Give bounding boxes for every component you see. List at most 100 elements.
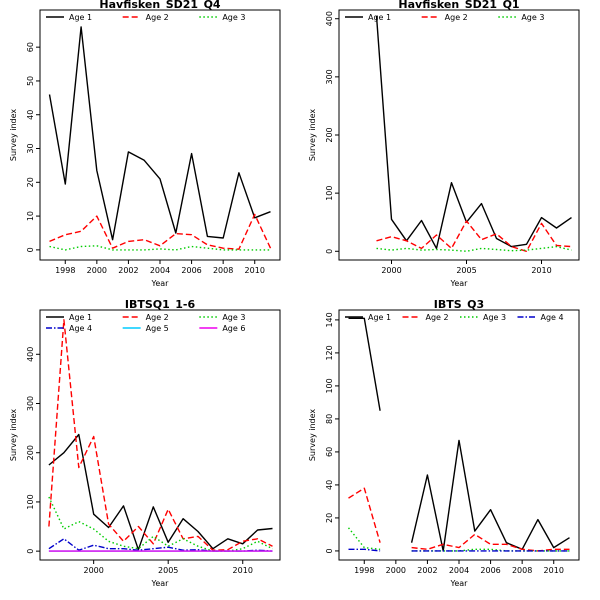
series-line-age-2 <box>376 220 572 253</box>
y-axis-label: Survey index <box>9 409 18 462</box>
y-tick-label: 100 <box>325 378 334 393</box>
y-tick-label: 0 <box>26 247 35 252</box>
legend-entry: Age 2 <box>122 313 169 322</box>
y-tick-label: 10 <box>26 211 35 221</box>
x-tick-label: 2010 <box>245 266 265 275</box>
legend-label: Age 5 <box>146 324 169 333</box>
y-tick-label: 200 <box>325 127 334 142</box>
x-tick-label: 2002 <box>118 266 138 275</box>
y-tick-label: 50 <box>26 76 35 86</box>
series-line-age-3 <box>48 496 273 552</box>
plot-frame <box>39 309 281 561</box>
plot-frame <box>338 309 580 561</box>
x-tick-label: 2000 <box>381 266 401 275</box>
legend-label: Age 3 <box>222 13 245 22</box>
legend-entry: Age 3 <box>460 313 506 322</box>
legend-label: Age 2 <box>146 13 169 22</box>
x-tick-label: 2000 <box>83 566 103 575</box>
legend-entry: Age 4 <box>517 313 564 322</box>
y-tick-label: 300 <box>325 69 334 84</box>
y-tick-label: 0 <box>325 249 334 254</box>
chart-title: IBTSQ1_1-6 <box>125 298 196 311</box>
legend-entry: Age 5 <box>122 324 169 333</box>
chart-panel-2: Havfisken_SD21_Q1 2000 2005 2010 0 100 200 300 4… <box>308 0 580 288</box>
y-tick-label: 200 <box>26 445 35 460</box>
x-tick-label: 2010 <box>233 566 253 575</box>
legend-entry: Age 3 <box>199 13 245 22</box>
chart-panel-4: IBTS_Q3 1998 2000 2002 2004 2006 2008 2010 0 20 40… <box>308 298 580 588</box>
y-tick-label: 100 <box>325 185 334 200</box>
series-line-age-1 <box>410 439 570 552</box>
legend-label: Age 1 <box>368 313 391 322</box>
chart-panel-1: Havfisken_SD21_Q4 1998 2000 2002 2004 2006 200… <box>9 0 281 288</box>
x-axis-label: Year <box>450 279 469 288</box>
x-tick-label: 2000 <box>386 566 406 575</box>
y-tick-label: 80 <box>325 414 334 424</box>
y-tick-label: 30 <box>26 143 35 153</box>
x-tick-label: 2004 <box>449 566 469 575</box>
series-line-age-3 <box>376 245 572 253</box>
chart-title: Havfisken_SD21_Q1 <box>398 0 519 11</box>
x-tick-label: 2006 <box>181 266 201 275</box>
y-axis-label: Survey index <box>308 109 317 162</box>
y-tick-label: 40 <box>325 480 334 490</box>
series-line-age-1 <box>348 317 381 411</box>
legend-label: Age 3 <box>222 313 245 322</box>
legend-label: Age 6 <box>222 324 245 333</box>
x-axis-label: Year <box>151 579 170 588</box>
y-tick-label: 60 <box>26 42 35 52</box>
legend-entry: Age 2 <box>421 13 468 22</box>
y-tick-label: 0 <box>26 549 35 554</box>
series-line-age-1 <box>48 26 271 241</box>
chart-panel-3: IBTSQ1_1-6 2000 2005 2010 0 100 200 300 400 Year S… <box>9 298 281 588</box>
legend-label: Age 4 <box>541 313 564 322</box>
y-tick-label: 40 <box>26 110 35 120</box>
series-line-age-3 <box>347 527 381 550</box>
legend-label: Age 2 <box>445 13 468 22</box>
series-line-age-2 <box>48 319 273 551</box>
legend-label: Age 3 <box>483 313 506 322</box>
y-tick-label: 140 <box>325 312 334 327</box>
x-tick-label: 1998 <box>55 266 75 275</box>
x-tick-label: 2008 <box>213 266 233 275</box>
series-line-age-2 <box>348 487 381 543</box>
y-tick-label: 100 <box>26 494 35 509</box>
x-tick-label: 2002 <box>417 566 437 575</box>
series-line-age-4 <box>48 538 273 552</box>
x-tick-label: 2005 <box>158 566 178 575</box>
legend-label: Age 3 <box>521 13 544 22</box>
legend-entry: Age 3 <box>498 13 544 22</box>
x-tick-label: 2000 <box>87 266 107 275</box>
y-axis-label: Survey index <box>9 109 18 162</box>
x-axis-label: Year <box>450 579 469 588</box>
legend-label: Age 2 <box>146 313 169 322</box>
series-line-age-2 <box>411 533 570 552</box>
legend-entry: Age 1 <box>345 313 391 322</box>
chart-title: IBTS_Q3 <box>434 298 484 311</box>
legend-entry: Age 4 <box>46 324 92 333</box>
legend-entry: Age 3 <box>199 313 245 322</box>
x-tick-label: 2008 <box>512 566 532 575</box>
legend-entry: Age 1 <box>345 13 391 22</box>
x-tick-label: 2006 <box>480 566 500 575</box>
series-line-age-4 <box>348 548 381 552</box>
y-tick-label: 60 <box>325 447 334 457</box>
series-line-age-1 <box>48 433 273 551</box>
y-tick-label: 400 <box>325 11 334 26</box>
y-tick-label: 400 <box>26 347 35 362</box>
legend-label: Age 1 <box>69 313 92 322</box>
x-axis-label: Year <box>151 279 170 288</box>
x-tick-label: 2004 <box>150 266 170 275</box>
y-tick-label: 120 <box>325 345 334 360</box>
series-line-age-1 <box>375 15 572 250</box>
y-tick-label: 20 <box>325 513 334 523</box>
legend-entry: Age 1 <box>46 313 92 322</box>
chart-title: Havfisken_SD21_Q4 <box>99 0 221 11</box>
y-tick-label: 0 <box>325 548 334 553</box>
legend-label: Age 1 <box>69 13 92 22</box>
legend-label: Age 2 <box>426 313 449 322</box>
x-tick-label: 2005 <box>456 266 476 275</box>
legend-entry: Age 1 <box>46 13 92 22</box>
legend-label: Age 4 <box>69 324 92 333</box>
